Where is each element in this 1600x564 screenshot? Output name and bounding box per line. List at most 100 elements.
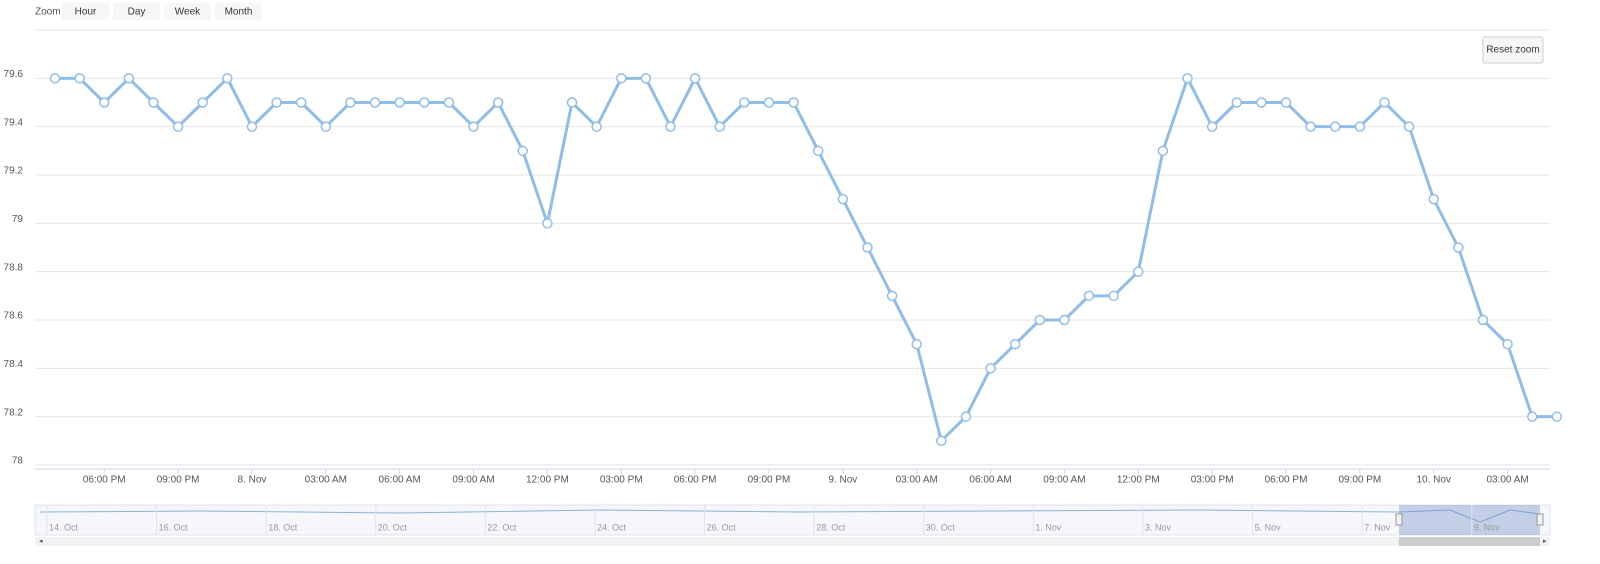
point-marker — [1133, 266, 1144, 277]
point-marker — [468, 121, 479, 132]
point-marker — [1329, 121, 1341, 132]
point-marker — [443, 97, 455, 108]
scroll-left[interactable]: ◂ — [39, 538, 43, 545]
y-tick-label: 79 — [12, 214, 24, 225]
x-tick-label: 12:00 PM — [1117, 475, 1160, 486]
zoom-button[interactable]: Day — [113, 3, 160, 20]
point-marker — [492, 97, 504, 108]
point-marker — [172, 121, 184, 132]
point-marker — [542, 218, 553, 229]
y-tick-label: 79.2 — [4, 166, 24, 177]
navigator-selection[interactable] — [1399, 505, 1540, 535]
zoom-button-bg — [62, 3, 109, 20]
point-marker — [98, 97, 110, 108]
point-marker — [419, 97, 430, 108]
point-marker — [763, 97, 775, 108]
point-marker — [1231, 97, 1243, 108]
point-marker — [1206, 121, 1218, 132]
navigator-label: 7. Nov — [1364, 522, 1391, 532]
navigator-handle[interactable] — [1536, 513, 1544, 526]
scrollbar-thumb[interactable] — [1399, 537, 1540, 546]
y-tick-label: 79.4 — [4, 117, 24, 128]
point-marker — [837, 193, 849, 205]
point-marker — [1083, 290, 1095, 302]
x-tick-label: 9. Nov — [828, 475, 857, 486]
x-tick-label: 03:00 PM — [1191, 475, 1234, 486]
point-marker — [665, 121, 676, 132]
zoom-button-text: Week — [175, 7, 201, 18]
navigator-label: 20. Oct — [378, 522, 408, 532]
point-marker — [689, 73, 701, 84]
reset-zoom-button[interactable]: Reset zoom — [1482, 36, 1544, 64]
navigator-label: 1. Nov — [1035, 522, 1062, 532]
point-marker — [1428, 193, 1439, 205]
y-tick-label: 79.6 — [4, 69, 24, 80]
point-marker — [985, 363, 996, 374]
point-marker — [812, 145, 824, 157]
zoom-button-text: Hour — [75, 7, 97, 18]
reset-zoom-text: Reset zoom — [1486, 45, 1539, 56]
point-marker — [1182, 73, 1193, 84]
navigator-label: 5. Nov — [1255, 522, 1282, 532]
point-marker — [1477, 314, 1489, 326]
navigator-label: 24. Oct — [597, 522, 627, 532]
x-tick-label: 09:00 PM — [1338, 475, 1381, 486]
navigator-label: 9. Nov — [1474, 522, 1501, 532]
point-marker — [222, 73, 233, 84]
point-marker — [271, 97, 282, 108]
navigator-handle[interactable] — [1395, 513, 1403, 526]
point-marker — [936, 435, 947, 447]
zoom-button[interactable]: Month — [215, 3, 262, 20]
reset-zoom-bg — [1482, 36, 1544, 64]
x-tick-label: 06:00 AM — [969, 475, 1011, 486]
point-marker — [1551, 411, 1563, 422]
point-marker — [394, 97, 405, 108]
zoom-button-text: Day — [128, 7, 146, 18]
point-marker — [320, 121, 332, 132]
navigator-label: 30. Oct — [926, 522, 956, 532]
scrollbar-track[interactable] — [35, 537, 1550, 546]
x-tick-label: 03:00 AM — [1486, 475, 1528, 486]
point-marker — [246, 121, 258, 132]
point-marker — [1526, 411, 1538, 422]
point-marker — [1256, 97, 1267, 108]
x-tick-label: 03:00 AM — [305, 475, 347, 486]
x-tick-label: 09:00 AM — [452, 475, 494, 486]
point-marker — [960, 411, 972, 422]
zoom-button-text: Month — [225, 7, 253, 18]
zoom-button-bg — [113, 3, 160, 20]
y-tick-label: 78.2 — [4, 407, 24, 418]
y-tick-label: 78.4 — [4, 359, 24, 370]
point-marker — [74, 73, 85, 84]
x-tick-label: 09:00 PM — [748, 475, 791, 486]
point-marker — [345, 97, 356, 108]
point-marker — [148, 97, 159, 108]
navigator-label: 3. Nov — [1145, 522, 1172, 532]
zoom-button[interactable]: Hour — [62, 3, 109, 20]
navigator-series — [39, 509, 1541, 523]
x-tick-label: 03:00 PM — [600, 475, 643, 486]
y-tick-label: 78.6 — [4, 311, 24, 322]
navigator-label: 14. Oct — [49, 522, 79, 532]
scroll-right[interactable]: ▸ — [1543, 538, 1547, 545]
y-tick-label: 78 — [12, 456, 24, 467]
x-tick-label: 06:00 PM — [674, 475, 717, 486]
point-marker — [197, 97, 208, 108]
x-tick-label: 09:00 AM — [1043, 475, 1085, 486]
zoom-button[interactable]: Week — [164, 3, 211, 20]
point-marker — [295, 97, 307, 108]
navigator-label: 28. Oct — [816, 522, 846, 532]
x-tick-label: 06:00 AM — [379, 475, 421, 486]
point-marker — [616, 73, 627, 84]
point-marker — [862, 242, 873, 253]
zoom-button-bg — [164, 3, 211, 20]
series-line — [55, 76, 1557, 443]
point-marker — [1108, 290, 1119, 302]
point-marker — [788, 97, 799, 108]
point-marker — [566, 97, 578, 108]
point-marker — [517, 145, 529, 157]
point-marker — [739, 97, 750, 108]
point-marker — [1034, 314, 1046, 326]
